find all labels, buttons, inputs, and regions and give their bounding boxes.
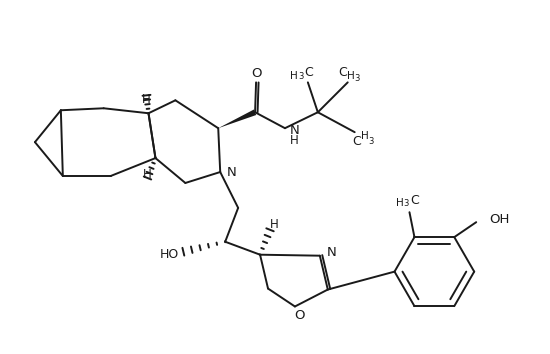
Text: H: H <box>142 93 151 106</box>
Text: H: H <box>270 218 278 231</box>
Text: H: H <box>347 72 355 81</box>
Text: N: N <box>227 166 237 178</box>
Text: OH: OH <box>489 213 509 226</box>
Text: 3: 3 <box>368 137 373 145</box>
Text: H: H <box>290 72 298 81</box>
Text: H: H <box>395 198 403 208</box>
Text: H: H <box>361 131 368 141</box>
Text: N: N <box>290 124 300 137</box>
Polygon shape <box>218 109 256 128</box>
Text: H: H <box>290 134 299 147</box>
Text: HO: HO <box>160 248 179 261</box>
Text: O: O <box>295 309 305 322</box>
Text: H: H <box>143 167 152 181</box>
Text: 3: 3 <box>404 199 409 208</box>
Text: C: C <box>410 194 419 207</box>
Text: O: O <box>251 67 261 80</box>
Text: N: N <box>327 246 337 259</box>
Text: 3: 3 <box>298 72 304 81</box>
Text: C: C <box>305 66 314 79</box>
Text: C: C <box>338 66 347 79</box>
Text: C: C <box>353 135 361 148</box>
Text: 3: 3 <box>354 74 359 83</box>
